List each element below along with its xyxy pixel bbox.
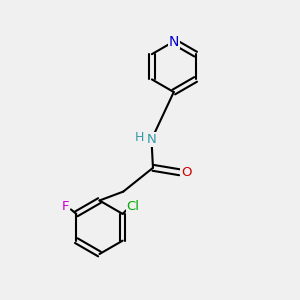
Text: N: N <box>147 133 156 146</box>
Text: O: O <box>181 166 191 179</box>
Text: Cl: Cl <box>127 200 140 213</box>
Text: N: N <box>169 34 179 49</box>
Text: F: F <box>62 200 70 213</box>
Text: H: H <box>134 131 144 144</box>
